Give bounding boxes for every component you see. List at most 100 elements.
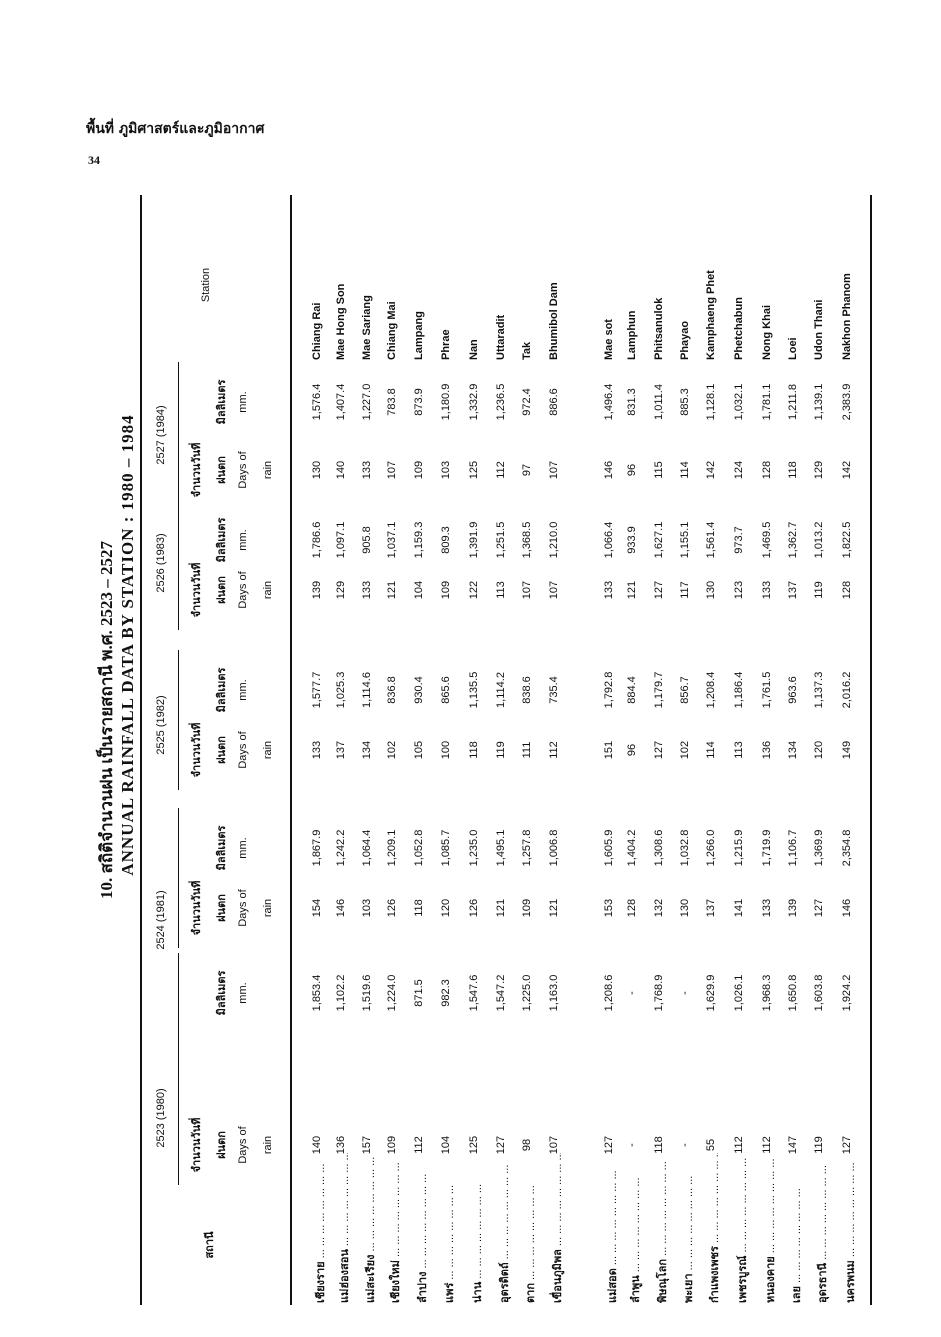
station-english: Phayao	[679, 320, 691, 360]
rain-days: 105	[413, 740, 425, 760]
rainfall-mm: 973.7	[733, 526, 745, 554]
rain-days: 128	[761, 460, 773, 480]
mm-header-english: mm.	[237, 679, 249, 701]
rainfall-mm: 1,114.2	[495, 672, 507, 708]
rainfall-mm: 1,186.4	[733, 671, 745, 709]
rainfall-mm: 1,097.1	[335, 521, 347, 559]
station-english: Mae Sariang	[361, 295, 373, 360]
rain-days: 137	[705, 898, 717, 918]
mm-header-thai: มิลลิเมตร	[216, 379, 228, 425]
rainfall-mm: 972.4	[521, 388, 533, 416]
station-english: Chiang Mai	[386, 301, 398, 360]
station-english: Mae sot	[603, 319, 615, 360]
rainfall-mm: 1,179.7	[653, 671, 665, 709]
rainfall-mm: 1,135.5	[468, 671, 480, 709]
rainfall-mm: 1,106.7	[787, 829, 799, 867]
rainfall-mm: 809.3	[440, 526, 452, 554]
rain-days: 102	[386, 740, 398, 760]
days-header-english: rain	[262, 898, 274, 918]
rain-days: 140	[311, 1135, 323, 1155]
rain-days: 133	[761, 898, 773, 918]
rainfall-mm: 1,603.8	[813, 974, 825, 1012]
rainfall-mm: 1,032.8	[679, 829, 691, 867]
rain-days: 149	[841, 740, 853, 760]
rainfall-mm: 2,016.2	[841, 671, 853, 709]
station-english: Kamphaeng Phet	[705, 270, 717, 360]
rainfall-mm: 1,006.8	[548, 829, 560, 867]
rainfall-mm: 2,354.8	[841, 829, 853, 867]
year-underline	[178, 953, 179, 1185]
rainfall-mm: 1,867.9	[311, 829, 323, 867]
rain-days: 107	[548, 460, 560, 480]
rainfall-mm: 1,786.6	[311, 521, 323, 559]
station-english: Nan	[468, 339, 480, 360]
station-english: Loei	[787, 337, 799, 360]
rainfall-mm: 1,225.0	[521, 974, 533, 1012]
rainfall-mm: 836.8	[386, 676, 398, 704]
rain-days: 139	[787, 898, 799, 918]
rain-days: 136	[761, 740, 773, 760]
rain-days: 111	[521, 741, 533, 759]
rainfall-mm: 933.9	[626, 526, 638, 554]
station-english: Tak	[521, 341, 533, 360]
rain-days: 128	[626, 898, 638, 918]
rain-days: 137	[335, 740, 347, 760]
station-english: Chiang Rai	[311, 302, 323, 360]
rain-days: 127	[495, 1135, 507, 1155]
rain-days: 151	[603, 740, 615, 760]
year-header: 2524 (1981)	[155, 890, 167, 950]
rainfall-mm: 1,052.8	[413, 829, 425, 867]
rainfall-mm: 905.8	[361, 526, 373, 554]
rainfall-mm: 1,013.2	[813, 521, 825, 559]
rain-days: -	[626, 1143, 638, 1147]
table-title-english: ANNUAL RAINFALL DATA BY STATION : 1980 –…	[118, 414, 137, 876]
rainfall-mm: 1,362.7	[787, 521, 799, 559]
year-underline	[178, 650, 179, 790]
rain-days: 55	[705, 1138, 717, 1152]
station-english: Nakhon Phanom	[841, 273, 853, 360]
rain-days: 120	[813, 740, 825, 760]
rain-days: 112	[548, 741, 560, 759]
rain-days: 118	[787, 461, 799, 479]
rain-days: 118	[468, 741, 480, 759]
rain-days: 109	[386, 1135, 398, 1155]
rainfall-mm: 1,032.1	[733, 383, 745, 421]
rainfall-mm: 1,719.9	[761, 829, 773, 867]
rainfall-mm: 1,407.4	[335, 383, 347, 421]
year-header: 2523 (1980)	[155, 1088, 167, 1148]
rain-days: 133	[311, 740, 323, 760]
mm-header-english: mm.	[237, 391, 249, 413]
rain-days: 97	[521, 463, 533, 477]
rainfall-mm: 1,332.9	[468, 383, 480, 421]
rainfall-mm: 1,208.6	[603, 974, 615, 1012]
station-english-header: Station	[200, 267, 212, 303]
days-header-thai: ฝนตก	[216, 1131, 228, 1159]
station-english: Lampang	[413, 311, 425, 360]
table-title-thai: 10. สถิติจำนวนฝน เป็นรายสถานี พ.ศ. 2523 …	[97, 540, 116, 900]
station-english: Uttaradit	[495, 314, 507, 360]
bottom-rule	[870, 195, 872, 1305]
rainfall-mm: 1,627.1	[653, 521, 665, 559]
rain-days: 140	[335, 460, 347, 480]
station-english: Mae Hong Son	[335, 283, 347, 360]
rainfall-mm: 1,761.5	[761, 671, 773, 709]
rain-days: 126	[386, 898, 398, 918]
year-underline	[178, 362, 179, 510]
rain-days: 127	[603, 1135, 615, 1155]
rainfall-mm: 1,215.9	[733, 829, 745, 867]
rainfall-mm: 1,025.3	[335, 671, 347, 709]
rain-days: 107	[386, 460, 398, 480]
rain-days: 146	[603, 460, 615, 480]
rainfall-mm: 1,822.5	[841, 521, 853, 559]
days-header-english: rain	[262, 740, 274, 760]
rain-days: 127	[813, 898, 825, 918]
rain-days: 103	[361, 898, 373, 918]
station-english: Lamphun	[626, 310, 638, 361]
rainfall-mm: 982.3	[440, 979, 452, 1007]
rain-days: 142	[705, 460, 717, 480]
header-rule	[290, 195, 292, 1305]
days-header-english: rain	[262, 1135, 274, 1155]
rainfall-mm: 1,137.3	[813, 671, 825, 709]
rain-days: 113	[733, 741, 745, 759]
rain-days: 102	[679, 740, 691, 760]
